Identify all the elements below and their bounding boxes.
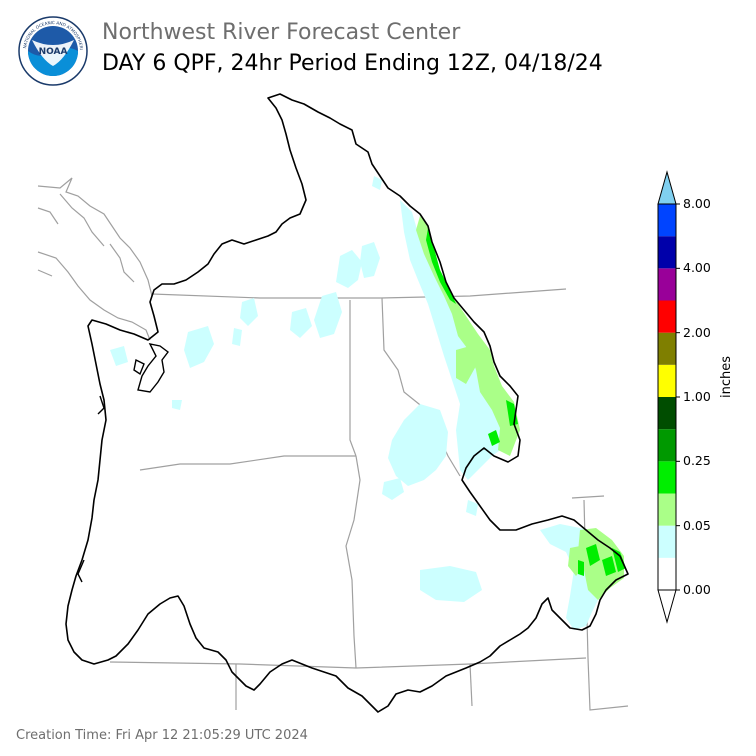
colorbar-swatch (658, 461, 676, 494)
colorbar (657, 170, 680, 624)
qpf-heavy (426, 228, 626, 576)
qpf-light (110, 176, 620, 630)
colorbar-swatch (658, 525, 676, 558)
colorbar-swatch (658, 493, 676, 526)
colorbar-swatch (658, 364, 676, 397)
colorbar-swatch (658, 204, 676, 237)
colorbar-tick-label: 4.00 (683, 260, 711, 276)
qpf-moderate (416, 216, 624, 600)
colorbar-swatch (658, 397, 676, 430)
colorbar-swatches (657, 170, 677, 624)
colorbar-over-arrow (657, 170, 677, 205)
basin-boundary (65, 93, 629, 713)
colorbar-tick-label: 2.00 (683, 324, 711, 340)
colorbar-swatch (658, 557, 676, 590)
logo-text: NOAA (39, 47, 68, 57)
colorbar-swatch (658, 429, 676, 462)
colorbar-tick-label: 0.25 (683, 453, 711, 469)
state-lines (109, 288, 629, 711)
page-subtitle: DAY 6 QPF, 24hr Period Ending 12Z, 04/18… (102, 51, 603, 76)
creation-time: Creation Time: Fri Apr 12 21:05:29 UTC 2… (16, 728, 308, 743)
colorbar-tick-label: 1.00 (683, 389, 711, 404)
colorbar-swatch (658, 236, 676, 269)
colorbar-under-arrow (657, 589, 677, 624)
page-title: Northwest River Forecast Center (102, 20, 461, 45)
colorbar-swatch (658, 300, 676, 333)
colorbar-tick-label: 0.00 (683, 582, 711, 597)
colorbar-swatch (658, 268, 676, 301)
colorbar-units: inches (719, 355, 734, 398)
colorbar-tick-label: 0.05 (683, 517, 711, 533)
colorbar-ticks (676, 203, 680, 591)
colorbar-swatch (658, 332, 676, 365)
colorbar-tick-label: 8.00 (683, 196, 711, 211)
puget-sound (77, 343, 169, 583)
noaa-logo-icon: NATIONAL OCEANIC AND ATMOSPHERIC ADMINIS… (18, 16, 88, 86)
coastline-gray (37, 177, 153, 341)
